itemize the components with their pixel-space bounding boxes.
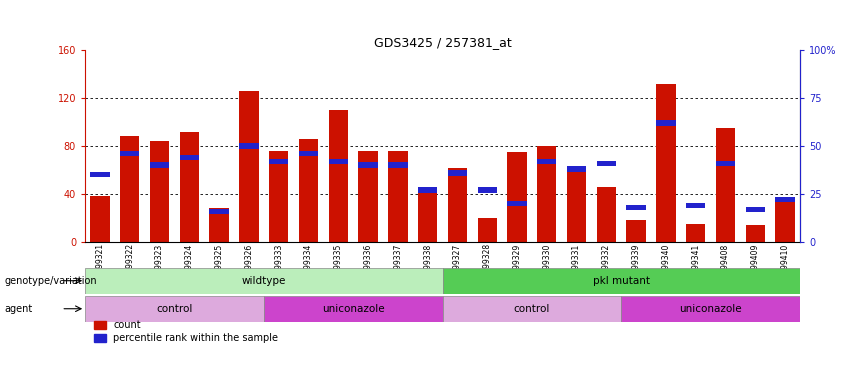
Bar	[448, 170, 467, 175]
Bar	[269, 159, 288, 164]
Bar	[418, 187, 437, 193]
Bar	[716, 128, 735, 242]
Bar	[443, 268, 800, 294]
Bar	[597, 187, 616, 242]
Bar	[745, 225, 765, 242]
Text: pkl mutant: pkl mutant	[593, 276, 649, 286]
Bar	[239, 143, 259, 149]
Bar	[686, 203, 705, 208]
Bar	[686, 224, 705, 242]
Bar	[775, 197, 795, 202]
Bar	[299, 139, 318, 242]
Bar	[567, 166, 586, 172]
Text: genotype/variation: genotype/variation	[4, 276, 97, 286]
Bar	[239, 91, 259, 242]
Bar	[507, 201, 527, 206]
Legend: count, percentile rank within the sample: count, percentile rank within the sample	[90, 316, 283, 347]
Bar	[567, 170, 586, 242]
Text: wildtype: wildtype	[242, 276, 286, 286]
Bar	[85, 268, 443, 294]
Bar	[656, 120, 676, 126]
Bar	[507, 152, 527, 242]
Bar	[537, 146, 557, 242]
Bar	[150, 141, 169, 242]
Bar	[448, 167, 467, 242]
Bar	[537, 159, 557, 164]
Bar	[626, 205, 646, 210]
Text: control: control	[157, 304, 192, 314]
Bar	[299, 151, 318, 156]
Bar	[209, 209, 229, 242]
Bar	[597, 161, 616, 166]
Bar	[418, 192, 437, 242]
Bar	[656, 84, 676, 242]
Bar	[328, 110, 348, 242]
Text: control: control	[514, 304, 550, 314]
Title: GDS3425 / 257381_at: GDS3425 / 257381_at	[374, 36, 511, 49]
Bar	[477, 187, 497, 193]
Bar	[90, 196, 110, 242]
Bar	[150, 162, 169, 168]
Bar	[775, 199, 795, 242]
Bar	[388, 151, 408, 242]
Bar	[264, 296, 443, 322]
Bar	[358, 151, 378, 242]
Bar	[745, 207, 765, 212]
Bar	[120, 136, 140, 242]
Bar	[388, 162, 408, 168]
Bar	[621, 296, 800, 322]
Bar	[90, 172, 110, 177]
Text: uniconazole: uniconazole	[322, 304, 385, 314]
Bar	[477, 218, 497, 242]
Bar	[269, 151, 288, 242]
Bar	[443, 296, 621, 322]
Bar	[180, 132, 199, 242]
Bar	[716, 161, 735, 166]
Bar	[328, 159, 348, 164]
Text: uniconazole: uniconazole	[679, 304, 742, 314]
Bar	[85, 296, 264, 322]
Text: agent: agent	[4, 304, 32, 314]
Bar	[209, 209, 229, 214]
Bar	[358, 162, 378, 168]
Bar	[180, 155, 199, 160]
Bar	[626, 220, 646, 242]
Bar	[120, 151, 140, 156]
